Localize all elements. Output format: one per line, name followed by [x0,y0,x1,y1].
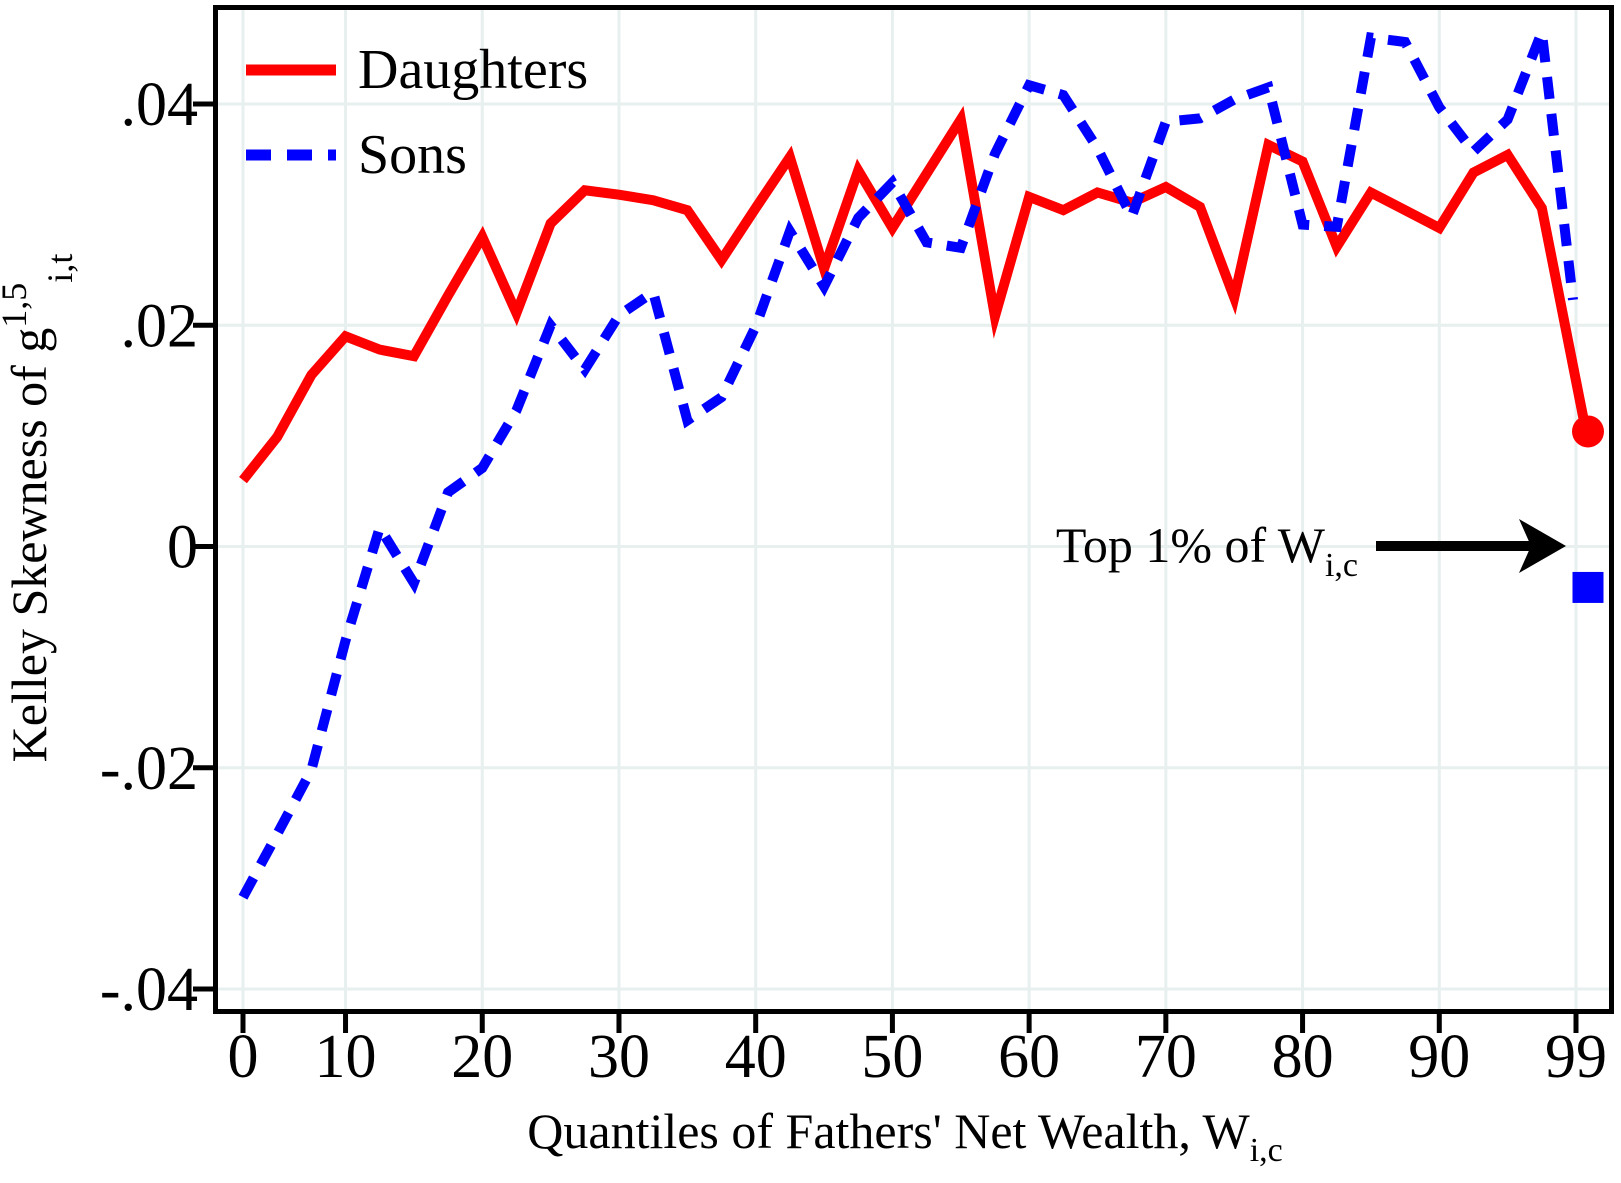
x-tick-label: 60 [998,1023,1060,1091]
legend: Daughters Sons [246,39,588,186]
legend-daughters-label: Daughters [358,39,588,101]
x-tick-label: 20 [451,1023,513,1091]
y-tick-labels: .04 .02 0 -.02 -.04 [100,71,198,1024]
y-tick-label: -.04 [100,956,198,1024]
x-tick-label: 10 [315,1023,377,1091]
x-tick-label: 90 [1408,1023,1470,1091]
x-tick-label: 40 [725,1023,787,1091]
x-tick-label: 70 [1135,1023,1197,1091]
legend-sons-label: Sons [358,124,467,186]
top1-arrow-head [1519,519,1566,573]
x-tick-label: 30 [588,1023,650,1091]
y-tick-label: 0 [167,514,198,582]
y-axis-label: Kelley Skewness of g1,5i,t [0,254,80,763]
top1-annotation: Top 1% of Wi,c [1056,517,1566,584]
daughters-line [239,105,1591,484]
y-ticks [193,101,215,992]
x-tick-label: 99 [1545,1023,1607,1091]
x-tick-label: 0 [228,1023,259,1091]
sons-top1-square-marker [1572,571,1604,603]
x-axis-label: Quantiles of Fathers' Net Wealth, Wi,c [527,1103,1282,1169]
daughters-top1-circle-marker [1572,415,1604,448]
x-tick-label: 80 [1272,1023,1334,1091]
x-tick-labels: 0 10 20 30 40 50 60 70 80 90 99 [228,1023,1608,1091]
y-tick-label: -.02 [100,735,198,803]
top1-annotation-label: Top 1% of Wi,c [1056,517,1358,584]
sons-line [238,11,1578,900]
y-tick-label: .04 [121,71,199,139]
plot-border [213,5,1614,1014]
y-tick-label: .02 [121,292,199,360]
x-tick-label: 50 [861,1023,923,1091]
x-ticks [240,1012,1579,1033]
